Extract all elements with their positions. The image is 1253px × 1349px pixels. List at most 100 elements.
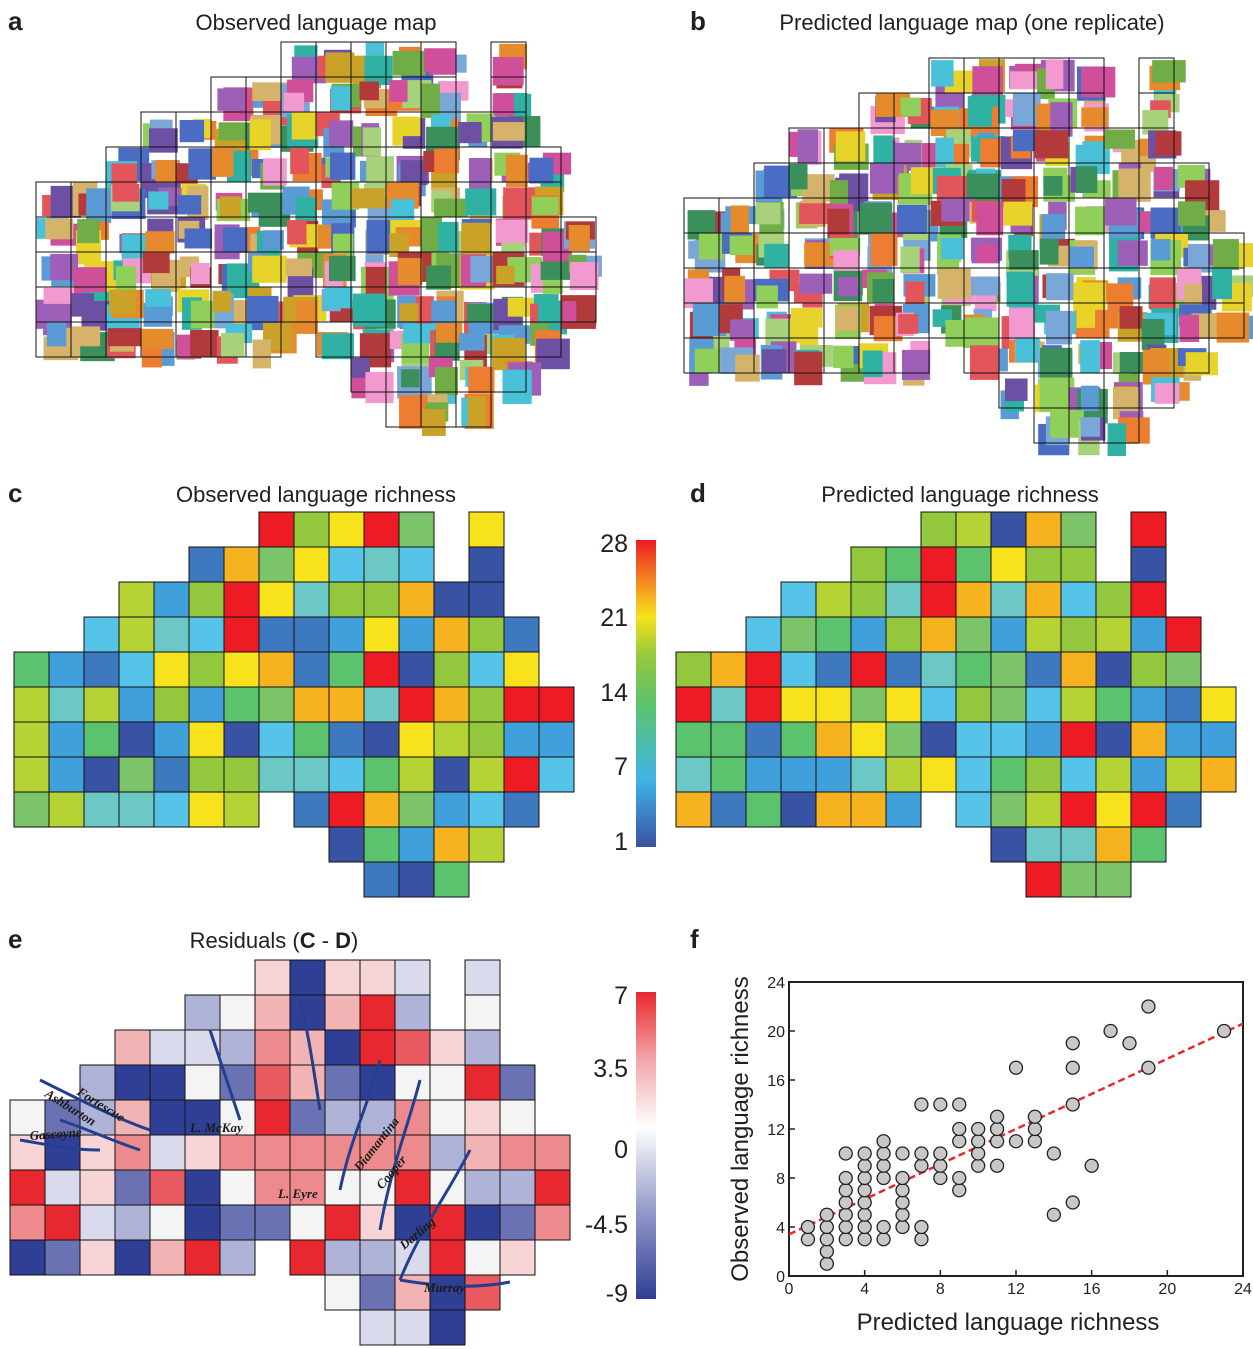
pred-rich-grid-cell [850,756,887,793]
scatter-point [952,1097,967,1112]
obs-rich-grid-cell [398,686,435,723]
obs-rich-grid-cell [258,511,295,548]
obs-map-language-region [212,290,232,312]
observed-richness-map [13,511,575,898]
obs-rich-grid-cell [153,721,190,758]
pred-rich-grid-cell [1060,651,1097,688]
obs-rich-grid-cell [538,686,575,723]
scatter-point [933,1170,948,1186]
river-line [19,1138,101,1152]
pred-rich-grid-cell [1095,581,1132,618]
pred-rich-grid-cell [990,826,1027,863]
pred-map-language-region [1104,129,1135,149]
pred-map-language-region [937,268,971,299]
pred-rich-grid-cell [780,686,817,723]
pred-rich-grid-cell [955,546,992,583]
obs-map-language-region [365,266,386,301]
residual-grid-cell [324,1204,361,1241]
scatter-point [876,1232,891,1247]
obs-rich-grid-cell [433,651,470,688]
pred-map-language-region [964,317,1000,349]
pred-map-language-region [1150,239,1171,261]
obs-rich-grid-cell [258,721,295,758]
residual-grid-cell [149,1064,186,1101]
obs-map-language-region [365,371,394,404]
obs-rich-grid-cell [468,756,505,793]
residual-grid-cell [324,994,361,1031]
pred-rich-grid-cell [990,651,1027,688]
obs-rich-grid-cell [153,616,190,653]
obs-rich-grid-cell [468,546,505,583]
residual-grid-cell [289,1169,326,1206]
predicted-richness-map [675,511,1237,898]
obs-rich-grid-cell [83,721,120,758]
pred-rich-grid-cell [850,546,887,583]
pred-rich-grid-cell [955,616,992,653]
obs-rich-grid-cell [223,546,260,583]
river-label-gascoyne: Gascoyne [29,1124,82,1143]
obs-map-language-region [148,128,178,153]
scatter-point [914,1097,929,1112]
scatter-point [971,1158,986,1173]
x-tick-label: 8 [936,1281,945,1298]
residual-grid-cell [44,1239,81,1276]
obs-map-language-region [71,326,101,347]
obs-map-language-region [145,289,172,307]
obs-map-language-region [529,157,554,184]
scatter-point [876,1134,891,1149]
obs-rich-grid-cell [188,651,225,688]
pred-rich-grid-cell [1130,511,1167,548]
obs-rich-grid-cell [503,651,540,688]
pred-map-language-region [970,276,1001,296]
scatter-point [857,1146,872,1161]
pred-map-language-region [1006,271,1034,307]
obs-rich-grid-cell [153,686,190,723]
pred-rich-grid-cell [850,581,887,618]
residual-grid-cell [79,1204,116,1241]
residual-tick-0: 0 [614,1136,628,1164]
river-line [399,1278,511,1288]
pred-rich-grid-cell [710,756,747,793]
pred-map-language-region [1154,383,1180,404]
pred-rich-grid-cell [1165,651,1202,688]
river-label-murray: Murray [423,1280,465,1295]
obs-rich-grid-cell [503,686,540,723]
pred-map-language-region [967,96,993,127]
residual-grid-cell [429,1064,466,1101]
obs-map-language-region [46,322,67,347]
obs-rich-grid-cell [363,616,400,653]
obs-map-language-region [540,261,573,280]
obs-map-language-region [434,367,459,395]
pred-rich-grid-cell [920,651,957,688]
obs-map-language-region [184,228,213,249]
pred-rich-grid-cell [920,511,957,548]
obs-rich-grid-cell [118,581,155,618]
pred-map-language-region [1105,198,1137,226]
pred-map-language-region [1212,268,1232,300]
residual-grid-cell [499,1064,536,1101]
pred-rich-grid-cell [1025,651,1062,688]
pred-rich-grid-cell [990,721,1027,758]
pred-map-language-region [1117,240,1148,266]
residual-colorbar-gradient [636,992,656,1299]
obs-rich-grid-cell [48,651,85,688]
residual-grid-cell [429,1029,466,1066]
obs-map-language-region [148,191,169,210]
residual-colorbar: 7 3.5 0 -4.5 -9 [585,982,656,1308]
obs-map-language-region [401,369,420,388]
residual-grid-cell [394,1239,431,1276]
scatter-point [933,1146,948,1161]
obs-rich-grid-cell [188,581,225,618]
obs-map-language-region [576,296,597,326]
panel-letter-a: a [8,6,23,36]
scatter-points [800,999,1232,1271]
residual-grid-cell [464,1239,501,1276]
obs-map-language-region [492,56,524,86]
x-tick-label: 4 [860,1281,869,1298]
residual-grid-cell [499,1239,536,1276]
obs-rich-grid-cell [503,756,540,793]
pred-map-language-region [1001,178,1026,208]
pred-map-language-region [835,306,859,332]
obs-rich-grid-cell [433,861,470,898]
residual-grid-cell [394,1309,431,1346]
